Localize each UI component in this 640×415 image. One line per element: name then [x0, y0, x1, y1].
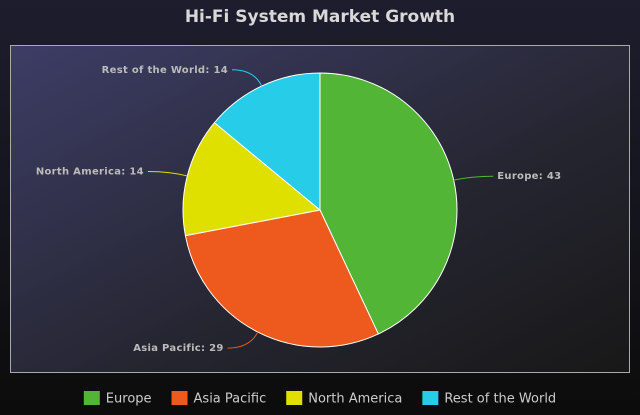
legend-item[interactable]: North America — [286, 391, 402, 407]
legend-label: North America — [308, 392, 402, 407]
data-label: North America: 14 — [36, 166, 144, 177]
legend-label: Europe — [106, 392, 152, 407]
leader-line — [227, 331, 259, 349]
legend-label: Rest of the World — [444, 392, 556, 407]
chart-title: Hi-Fi System Market Growth — [185, 7, 455, 27]
leader-line — [147, 170, 188, 177]
pie-slice — [213, 72, 321, 212]
legend-swatch — [286, 391, 303, 405]
legend-swatch — [171, 391, 188, 405]
data-label: Rest of the World: 14 — [102, 65, 228, 76]
legend: Europe Asia Pacific North America Rest of t… — [83, 391, 556, 407]
legend-item[interactable]: Europe — [83, 391, 152, 407]
leader-line — [453, 175, 494, 181]
legend-swatch — [422, 391, 439, 405]
pie-slice — [184, 209, 379, 348]
data-label: Asia Pacific: 29 — [133, 343, 223, 354]
legend-item[interactable]: Asia Pacific — [171, 391, 267, 407]
pie-slice — [182, 121, 322, 237]
pie: Europe: 43 Asia Pacific: 29 North America:… — [36, 65, 561, 354]
legend-swatch — [83, 391, 100, 405]
leader-line — [232, 69, 263, 87]
pie-slice — [319, 72, 458, 335]
data-label: Europe: 43 — [497, 171, 561, 182]
legend-item[interactable]: Rest of the World — [422, 391, 556, 407]
legend-label: Asia Pacific — [194, 392, 267, 407]
